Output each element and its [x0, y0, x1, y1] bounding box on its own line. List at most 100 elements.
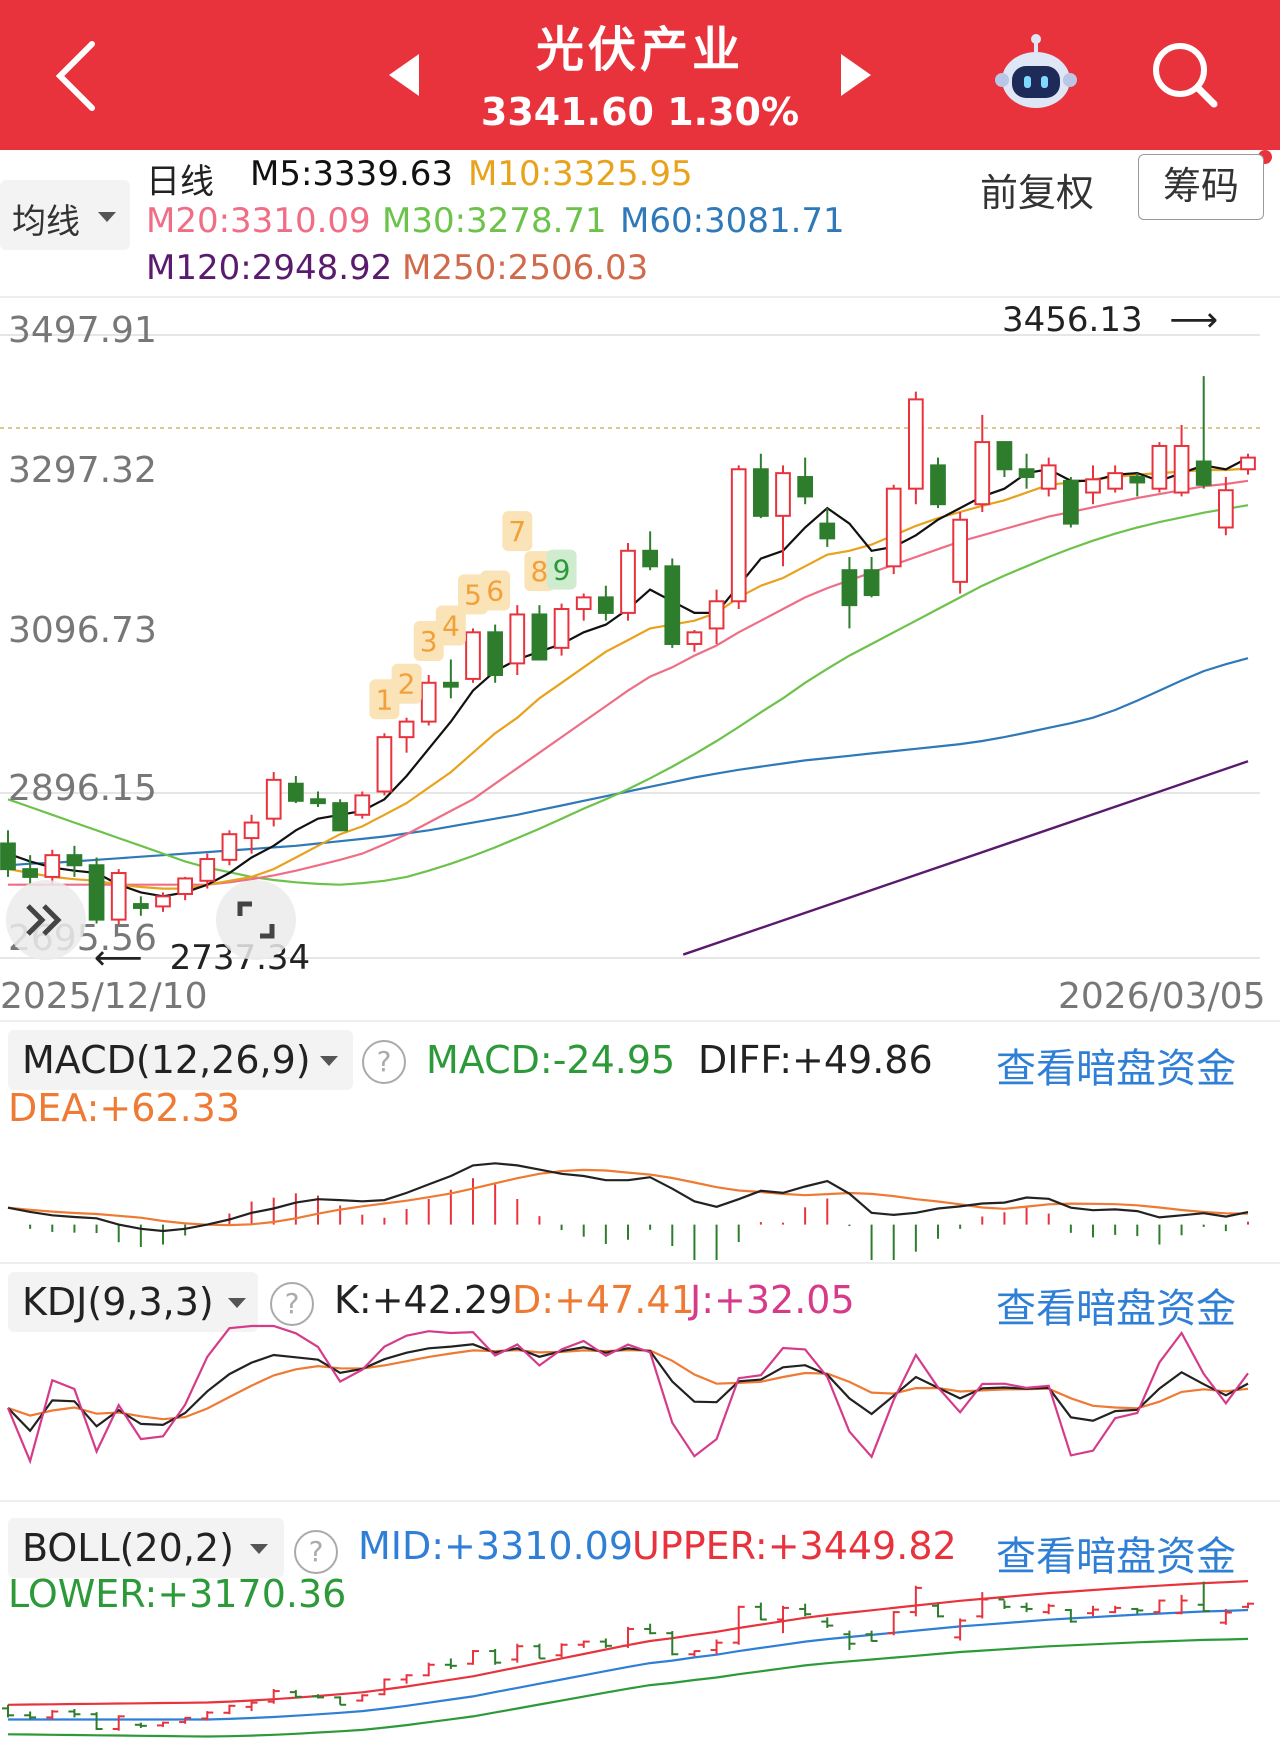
td-mark-7: 7 [508, 515, 526, 548]
kdj-j-line [6, 1324, 1249, 1465]
indicator-selector[interactable]: 均线 [0, 180, 130, 250]
candle-body [1107, 472, 1124, 490]
chip-distribution-button[interactable]: 筹码 [1138, 154, 1264, 220]
candle-body [730, 468, 747, 603]
caret-down-icon [98, 212, 116, 222]
kdj-name: KDJ(9,3,3) [22, 1280, 214, 1324]
candlesticks [0, 376, 1256, 926]
dark-pool-link-macd[interactable]: 查看暗盘资金 [996, 1046, 1236, 1092]
help-icon[interactable]: ? [294, 1530, 338, 1574]
ma5-line [7, 456, 1249, 898]
dea-line [7, 1168, 1249, 1227]
diff-line [7, 1162, 1249, 1233]
candle-body [398, 720, 415, 739]
ai-assistant-button[interactable] [992, 30, 1080, 120]
current-price: 3341.60 [480, 90, 654, 134]
candle-body [1240, 456, 1256, 471]
candle-body [132, 903, 149, 909]
boll-mid-line [8, 1608, 1249, 1721]
candle-body [1040, 464, 1057, 490]
candle-body [1217, 489, 1234, 529]
help-icon[interactable]: ? [270, 1282, 314, 1326]
boll-mid-value: MID:+3310.09 [358, 1524, 634, 1568]
candle-body [1129, 476, 1146, 484]
candle-body [221, 833, 238, 861]
divider [0, 296, 1280, 298]
candle-body [376, 736, 393, 793]
boll-lower-line [7, 1637, 1249, 1738]
macd-value: MACD:-24.95 [426, 1038, 676, 1082]
kdj-selector[interactable]: KDJ(9,3,3) [8, 1272, 258, 1332]
candle-body [553, 608, 570, 649]
macd-chart [7, 1162, 1249, 1260]
adjust-mode-button[interactable]: 前复权 [980, 171, 1095, 215]
fullscreen-button[interactable] [216, 880, 296, 960]
macd-selector[interactable]: MACD(12,26,9) [8, 1030, 353, 1090]
boll-upper-value: UPPER:+3449.82 [632, 1524, 957, 1568]
td-mark-bg [435, 605, 466, 646]
candle-body [974, 441, 991, 506]
dark-pool-link-boll[interactable]: 查看暗盘资金 [996, 1534, 1236, 1580]
candle-body [243, 821, 260, 840]
caret-down-icon [228, 1298, 246, 1308]
previous-index-button[interactable] [385, 52, 425, 98]
d-value: D:+47.41 [512, 1278, 695, 1322]
boll-lower-value: LOWER:+3170.36 [8, 1572, 347, 1616]
candle-body [1173, 444, 1190, 494]
ma30-value: M30:3278.71 [382, 201, 607, 241]
candle-body [44, 854, 61, 878]
dark-pool-link-kdj[interactable]: 查看暗盘资金 [996, 1286, 1236, 1332]
high-price-marker: 3456.13 ⟶ [1002, 300, 1218, 340]
candle-body [1085, 478, 1101, 494]
candle-body [88, 864, 105, 921]
search-icon [1153, 43, 1218, 108]
td-mark-2: 2 [398, 668, 416, 701]
candle-body [775, 472, 791, 517]
candle-body [0, 842, 16, 871]
back-button[interactable] [50, 36, 110, 116]
candle-body [885, 487, 902, 568]
candle-body [597, 596, 614, 614]
candle-body [465, 631, 481, 680]
candle-body [708, 600, 725, 630]
y-axis-label-3: 3096.73 [8, 610, 157, 651]
help-icon[interactable]: ? [362, 1040, 406, 1084]
ma5-value: M5:3339.63 [250, 154, 454, 194]
diff-value: DIFF:+49.86 [698, 1038, 933, 1082]
chevron-left-icon [55, 41, 95, 111]
boll-selector[interactable]: BOLL(20,2) [8, 1518, 284, 1578]
divider [0, 1020, 1280, 1022]
td-mark-6: 6 [486, 575, 504, 608]
period-label: 日线 [146, 162, 214, 202]
td-mark-3: 3 [420, 625, 438, 658]
td-mark-bg [502, 511, 533, 552]
boll-chart [2, 1580, 1254, 1738]
double-chevron-right-icon [26, 904, 62, 936]
caret-down-icon [250, 1544, 268, 1554]
candle-body [265, 778, 282, 820]
candle-body [509, 613, 526, 665]
ma60-value: M60:3081.71 [620, 201, 845, 241]
candle-body [332, 802, 349, 832]
candle-body [1151, 444, 1168, 490]
macd-name: MACD(12,26,9) [22, 1038, 311, 1082]
candle-body [487, 631, 504, 677]
robot-icon [995, 34, 1077, 108]
expand-panel-button[interactable] [6, 880, 86, 960]
td-mark-8: 8 [531, 555, 549, 588]
kline-chart[interactable]: 1 23 45 678 9 [0, 300, 1280, 972]
search-button[interactable] [1150, 40, 1220, 110]
ma120-value: M120:2948.92 [146, 248, 393, 288]
td-mark-5: 5 [464, 578, 482, 611]
candle-body [66, 854, 83, 867]
td-mark-1: 1 [376, 683, 394, 716]
candle-body [752, 468, 769, 517]
next-index-button[interactable] [835, 52, 875, 98]
ma20-value: M20:3310.09 [146, 201, 371, 241]
candle-body [863, 569, 880, 597]
candle-body [664, 565, 681, 645]
macd-bars-and-lines [7, 1162, 1249, 1260]
candle-body [996, 441, 1013, 471]
candle-body [952, 518, 969, 583]
candle-body [797, 476, 814, 498]
